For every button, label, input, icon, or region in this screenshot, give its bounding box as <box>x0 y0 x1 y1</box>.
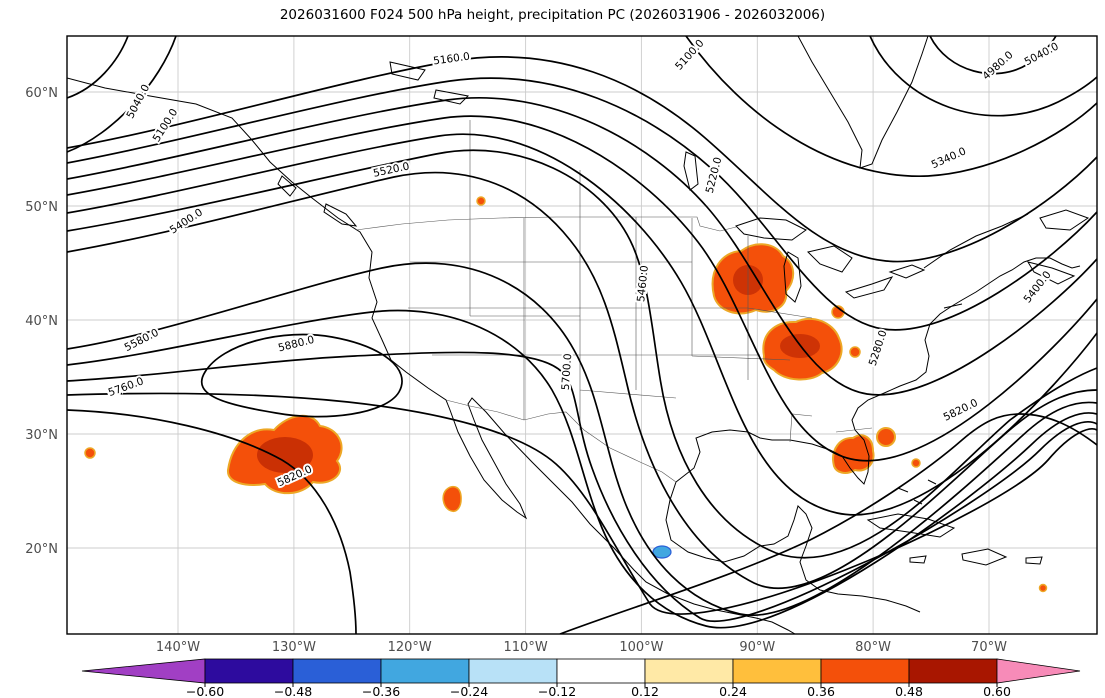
pc-negative-region <box>652 545 672 559</box>
jamaica <box>909 555 927 564</box>
height-contour-5100-ne <box>685 36 1097 177</box>
colorbar-segment <box>468 658 558 684</box>
lon-tick-label: 80°W <box>855 640 891 655</box>
contour-label: 5700.0 <box>560 353 575 390</box>
lon-tick-label: 120°W <box>388 640 432 655</box>
height-contour-5400 <box>67 133 1097 516</box>
lon-tick-label: 130°W <box>272 640 316 655</box>
hudson-bay <box>797 36 929 169</box>
st-lawrence <box>923 213 1029 269</box>
pc-positive-region <box>84 447 96 459</box>
lat-tick-label: 30°N <box>25 428 58 443</box>
height-contour-5760 <box>67 392 1097 615</box>
colorbar-segment <box>644 658 734 684</box>
plot-background <box>67 36 1097 634</box>
pc-positive-region <box>476 196 486 206</box>
lat-tick-label: 40°N <box>25 314 58 329</box>
colorbar-tick-label: −0.60 <box>186 684 224 698</box>
height-contour-5820-east <box>559 413 1097 634</box>
height-contour-5700 <box>67 351 1097 623</box>
height-contour-5820-west <box>67 409 357 634</box>
height-contour-5040-nw <box>67 36 129 99</box>
geography-layer <box>67 36 1090 634</box>
northern-lakes <box>389 61 470 105</box>
coastline-pacific <box>67 77 796 634</box>
height-contour-5460 <box>67 149 1097 559</box>
colorbar-segment <box>292 658 382 684</box>
plot-title: 2026031600 F024 500 hPa height, precipit… <box>279 7 826 23</box>
lake-superior <box>735 217 807 241</box>
colorbar: −0.60 −0.48 −0.36 −0.24 −0.12 0.12 0.24 0.36 0.4… <box>81 658 1081 698</box>
lake-erie <box>844 276 894 299</box>
colorbar-extend-right <box>996 658 1081 684</box>
pc-positive-region <box>832 434 875 474</box>
colorbar-segment <box>732 658 822 684</box>
height-contour-4980-ne <box>929 36 1057 75</box>
lon-tick-label: 140°W <box>156 640 200 655</box>
colorbar-tick-label: −0.24 <box>450 684 488 698</box>
height-contour-5220 <box>67 77 1097 331</box>
height-contour-5880-high <box>200 333 403 418</box>
lat-tick-label: 60°N <box>25 86 58 101</box>
pc-shading-layer <box>84 196 1048 593</box>
colorbar-tick-label: 0.48 <box>895 684 923 698</box>
pc-positive-region <box>442 485 462 512</box>
puerto-rico <box>1025 556 1043 565</box>
lon-tick-label: 100°W <box>619 640 663 655</box>
height-contour-5160 <box>67 56 1097 263</box>
pc-positive-region <box>1038 583 1048 593</box>
lon-tick-label: 110°W <box>504 640 548 655</box>
pc-positive-core <box>257 437 313 473</box>
colorbar-tick-label: −0.48 <box>274 684 312 698</box>
colorbar-segment <box>820 658 910 684</box>
lake-winnipeg <box>683 151 699 191</box>
bahamas <box>897 479 937 505</box>
lon-tick-label: 90°W <box>739 640 775 655</box>
height-contour-5040-ne <box>869 36 1097 117</box>
colorbar-segment <box>908 658 998 684</box>
coastline-atlantic-gulf <box>675 257 1081 485</box>
pc-positive-region <box>849 346 861 358</box>
lon-tick-label: 70°W <box>971 640 1007 655</box>
colorbar-segment <box>380 658 470 684</box>
colorbar-tick-label: 0.60 <box>983 684 1011 698</box>
pc-positive-region <box>911 458 921 468</box>
colorbar-tick-label: −0.12 <box>538 684 576 698</box>
nova-scotia <box>1026 261 1076 285</box>
lat-tick-label: 20°N <box>25 542 58 557</box>
lake-michigan <box>783 251 802 303</box>
lake-ontario <box>888 264 926 279</box>
colorbar-tick-label: 0.36 <box>807 684 835 698</box>
newfoundland <box>1039 209 1090 231</box>
pc-positive-region <box>876 427 896 447</box>
coastline-mexico-gulf <box>665 481 921 613</box>
plot-border <box>66 35 1098 635</box>
lake-huron <box>807 245 853 273</box>
colorbar-tick-label: −0.36 <box>362 684 400 698</box>
long-island <box>943 303 963 309</box>
state-borders <box>355 120 873 483</box>
lat-tick-label: 50°N <box>25 200 58 215</box>
colorbar-segment <box>556 658 646 684</box>
colorbar-segment <box>204 658 294 684</box>
colorbar-tick-label: 0.24 <box>719 684 747 698</box>
axis-tick-labels: 60°N 50°N 40°N 30°N 20°N 140°W 130°W 120°W 110°W… <box>25 86 1007 655</box>
height-contour-5520 <box>67 171 1097 590</box>
colorbar-extend-left <box>81 658 206 684</box>
haida-gwaii <box>277 175 297 197</box>
hispaniola <box>961 548 1008 566</box>
height-contour-5280 <box>67 96 1097 396</box>
height-contours <box>67 36 1097 634</box>
vancouver-island <box>323 203 358 227</box>
height-contour-5340 <box>67 115 1097 462</box>
colorbar-tick-label: 0.12 <box>631 684 659 698</box>
height-contour-5580 <box>67 262 1097 617</box>
